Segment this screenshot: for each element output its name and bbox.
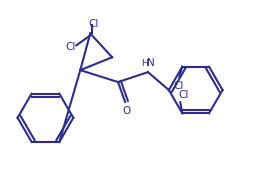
- Text: Cl: Cl: [65, 42, 76, 52]
- Text: H: H: [141, 59, 148, 68]
- Text: Cl: Cl: [178, 90, 188, 100]
- Text: N: N: [147, 58, 155, 68]
- Text: Cl: Cl: [173, 81, 183, 91]
- Text: O: O: [122, 106, 130, 116]
- Text: Cl: Cl: [88, 19, 98, 28]
